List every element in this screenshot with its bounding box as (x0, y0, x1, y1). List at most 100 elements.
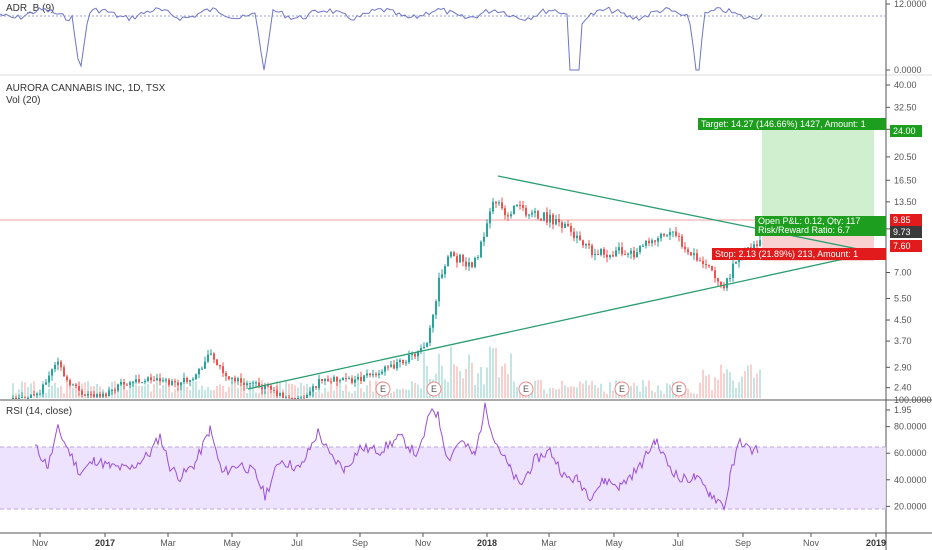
stop-label: Stop: 2.13 (21.89%) 213, Amount: 1 (715, 249, 858, 259)
candle (537, 211, 539, 219)
volume-bar (174, 389, 176, 398)
stop-price-tag-bg (890, 240, 922, 252)
volume-bar (735, 387, 737, 398)
candle (264, 385, 266, 390)
candle (417, 350, 419, 357)
position-tags: Target: 14.27 (146.66%) 1427, Amount: 1 2… (698, 118, 922, 260)
volume-bar (339, 383, 341, 398)
volume-bar (453, 364, 455, 398)
earnings-marker (426, 381, 442, 397)
rsi-axis-label: 80.0000 (894, 422, 927, 432)
candle (393, 364, 395, 369)
volume-bar (603, 391, 605, 398)
volume-bar (438, 353, 440, 398)
candle (429, 327, 431, 344)
candle (318, 379, 320, 388)
volume-bar (366, 385, 368, 398)
volume-bar (534, 380, 536, 398)
candle (348, 378, 350, 380)
earnings-marker (375, 381, 391, 397)
lower-trendline[interactable] (247, 254, 863, 390)
volume-bar (264, 390, 266, 398)
candle (90, 393, 92, 395)
volume-bar (27, 387, 29, 398)
candle (624, 254, 626, 256)
volume-bar (228, 386, 230, 398)
time-axis[interactable]: Nov 2017 Mar May Jul Sep Nov 2018 Mar May Jul Sep No… (32, 533, 886, 548)
candle (387, 366, 389, 368)
candle (612, 255, 614, 257)
candle (228, 376, 230, 380)
volume-bar (654, 392, 656, 398)
candle (663, 233, 665, 236)
candle (168, 379, 170, 385)
volume-bar (702, 369, 704, 398)
candle (135, 379, 137, 383)
candle (219, 365, 221, 367)
candle (324, 378, 326, 381)
candle (444, 266, 446, 275)
time-axis-label: May (223, 538, 241, 548)
volume-bar (546, 393, 548, 398)
candle (564, 223, 566, 228)
candle (123, 381, 125, 385)
candle (291, 398, 293, 399)
volume-bar (216, 385, 218, 398)
volume-bar (372, 391, 374, 398)
candle (411, 353, 413, 356)
candle (300, 397, 302, 399)
price-axis-label: 2.90 (894, 362, 912, 372)
volume-bar (708, 374, 710, 398)
candle (621, 247, 623, 255)
rsi-line (34, 402, 759, 512)
time-axis-label: Sep (735, 538, 751, 548)
upper-trendline[interactable] (497, 175, 859, 250)
candles (12, 197, 761, 399)
candle (114, 390, 116, 392)
volume-bar (555, 389, 557, 398)
volume-bar (255, 392, 257, 398)
candle (522, 205, 524, 208)
candle (138, 379, 140, 383)
price-pane[interactable]: AURORA CANNABIS INC, 1D, TSX Vol (20) E E… (0, 83, 886, 399)
volume-bar (498, 377, 500, 398)
volume-bar (162, 384, 164, 398)
volume-bar (324, 387, 326, 398)
volume-bar (168, 381, 170, 398)
candle (327, 378, 329, 382)
volume-bar (642, 380, 644, 398)
candle (681, 236, 683, 247)
price-axis-label: 16.50 (894, 175, 917, 185)
volume-bar (744, 371, 746, 398)
candle (207, 354, 209, 362)
volume-bar (645, 386, 647, 398)
volume-bar (630, 386, 632, 398)
volume-bar (423, 351, 425, 398)
volume-bar (552, 387, 554, 398)
risk-reward-label: Risk/Reward Ratio: 6.7 (758, 225, 850, 235)
volume-bar (693, 393, 695, 398)
adr-axis-label: 12.0000 (894, 0, 927, 9)
volume-bar (549, 388, 551, 398)
price-axis[interactable]: 12.00000.000040.0032.5026.5020.5016.5013… (886, 0, 932, 511)
candle (372, 373, 374, 376)
volume-bar (300, 382, 302, 398)
volume-bar (180, 383, 182, 398)
candle (711, 266, 713, 271)
volume-bar (591, 380, 593, 398)
volume-bar (648, 380, 650, 398)
candle (672, 231, 674, 233)
candle (714, 270, 716, 279)
time-axis-label: Mar (160, 538, 176, 548)
volume-bar (444, 379, 446, 398)
volume-bar (471, 362, 473, 398)
time-axis-label: 2017 (95, 538, 115, 548)
candle (234, 377, 236, 382)
volume-bar (660, 390, 662, 398)
volume-bar (561, 380, 563, 398)
candle (495, 201, 497, 204)
candle (759, 240, 761, 246)
adr-pane[interactable]: ADR_B (9) (0, 3, 763, 71)
rsi-pane[interactable]: RSI (14, close) (0, 402, 886, 512)
candle (198, 368, 200, 375)
